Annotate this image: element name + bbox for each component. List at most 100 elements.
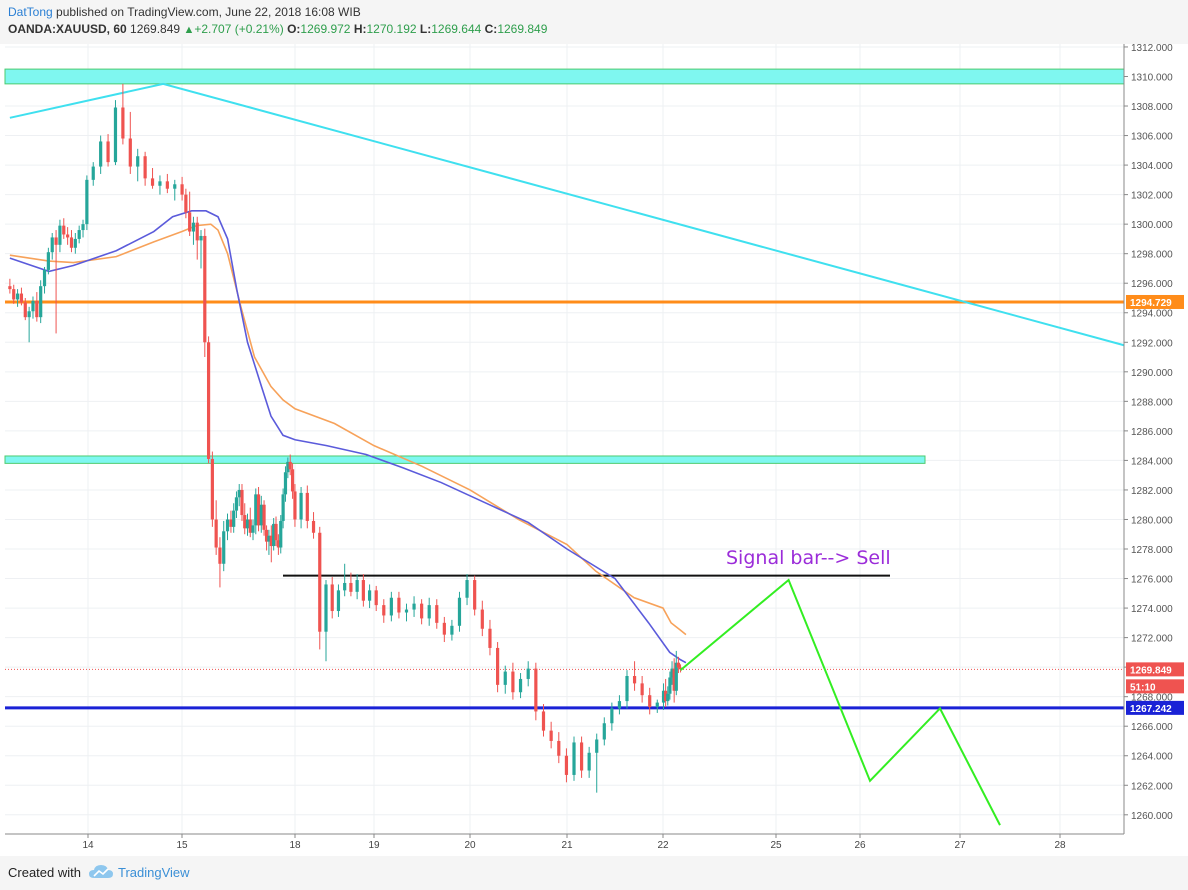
candle-body xyxy=(81,224,85,231)
time-tick-label: 25 xyxy=(770,840,782,851)
author-link[interactable]: DatTong xyxy=(8,5,53,19)
candle-body xyxy=(579,742,584,771)
candle-body xyxy=(121,107,125,139)
candle-body xyxy=(225,519,230,532)
time-tick-label: 26 xyxy=(854,840,866,851)
projection-path xyxy=(679,578,1001,826)
candle-body xyxy=(267,535,271,542)
candle-body xyxy=(210,458,214,520)
candle-body xyxy=(42,269,47,287)
price-tick-label: 1292.000 xyxy=(1131,338,1173,349)
candle xyxy=(349,572,353,597)
candle xyxy=(549,721,553,749)
candle xyxy=(31,296,35,319)
candle xyxy=(128,111,132,174)
candle xyxy=(412,596,416,617)
price-tick-label: 1260.000 xyxy=(1131,811,1173,822)
horizontal-levels xyxy=(5,300,1124,710)
candle-body xyxy=(251,525,255,533)
price-tag-label: 1269.849 xyxy=(1130,665,1172,676)
candle-body xyxy=(106,141,110,163)
candle-body xyxy=(488,628,492,648)
price-tick-label: 1284.000 xyxy=(1131,456,1173,467)
candle-body xyxy=(355,580,359,592)
candle-body xyxy=(269,535,273,547)
candle xyxy=(195,216,199,260)
candle xyxy=(299,486,303,529)
publish-text: published on TradingView.com, June 22, 2… xyxy=(56,5,361,19)
time-axis[interactable]: 14 15 18 19 20 21 22 25 26 27 28 xyxy=(0,833,1188,856)
candle xyxy=(488,619,492,656)
candle-body xyxy=(678,667,683,670)
candle-body xyxy=(234,497,239,511)
price-tick-label: 1304.000 xyxy=(1131,161,1173,172)
time-tick-label: 20 xyxy=(464,840,476,851)
candle-body xyxy=(184,194,188,213)
candle xyxy=(173,179,177,201)
high-key: H: xyxy=(353,22,367,36)
candle-body xyxy=(397,597,401,613)
candle-body xyxy=(259,504,263,526)
candle xyxy=(442,616,446,643)
candle xyxy=(222,520,226,572)
candle xyxy=(374,585,378,612)
candle xyxy=(35,292,39,322)
candle-body xyxy=(503,671,507,685)
symbol-label[interactable]: OANDA:XAUUSD, 60 xyxy=(8,22,127,36)
candle xyxy=(389,591,393,622)
candle xyxy=(248,507,252,538)
price-chart[interactable]: Signal bar--> Sell 1312.000 1310.000 1308.… xyxy=(0,44,1188,856)
candle xyxy=(672,658,676,703)
candle-body xyxy=(389,597,393,616)
candle xyxy=(264,525,269,551)
chart-header: DatTong published on TradingView.com, Ju… xyxy=(0,0,1188,44)
candle xyxy=(259,495,263,533)
candle xyxy=(50,233,54,260)
candle-body xyxy=(343,582,347,591)
chart-footer: Created with TradingView xyxy=(0,856,1188,890)
candle xyxy=(676,656,681,674)
candle xyxy=(27,306,31,343)
candle-body xyxy=(143,156,147,179)
candle-body xyxy=(229,519,233,527)
candle xyxy=(184,188,188,219)
candle-body xyxy=(587,752,591,771)
candle-body xyxy=(625,676,629,702)
candle xyxy=(288,454,292,476)
candle-body xyxy=(99,141,103,167)
price-tick-label: 1298.000 xyxy=(1131,250,1173,261)
price-tick-label: 1286.000 xyxy=(1131,427,1173,438)
candle-body xyxy=(113,107,118,163)
price-tag-bg xyxy=(1126,294,1184,309)
plot-area xyxy=(5,44,1124,834)
candle-body xyxy=(541,711,546,731)
price-tags: 1294.729 1269.849 51:10 1267.242 xyxy=(1126,294,1184,715)
candle-body xyxy=(674,662,678,691)
candle xyxy=(15,289,20,307)
candle xyxy=(465,574,469,606)
close-key: C: xyxy=(484,22,498,36)
moving-averages xyxy=(9,210,687,664)
candle xyxy=(587,746,591,778)
price-tick-label: 1288.000 xyxy=(1131,397,1173,408)
candle-body xyxy=(12,289,16,300)
candle xyxy=(534,662,538,721)
candle-body xyxy=(272,523,276,547)
candle xyxy=(283,466,288,502)
time-tick-label: 19 xyxy=(368,840,380,851)
tradingview-brand-link[interactable]: TradingView xyxy=(118,865,190,880)
candle xyxy=(632,661,637,691)
candle-body xyxy=(374,590,378,606)
candle-body xyxy=(66,234,70,238)
candle-body xyxy=(330,584,334,612)
candle xyxy=(473,575,477,616)
candle xyxy=(245,513,250,536)
price-tick-label: 1294.000 xyxy=(1131,309,1173,320)
resistance-zone xyxy=(4,455,926,464)
candle-body xyxy=(203,235,207,343)
candle xyxy=(267,529,271,555)
candle xyxy=(81,219,85,238)
candle xyxy=(225,513,230,541)
price-axis[interactable]: 1312.000 1310.000 1308.000 1306.000 1304.000… xyxy=(1123,44,1188,834)
candle xyxy=(99,135,103,174)
